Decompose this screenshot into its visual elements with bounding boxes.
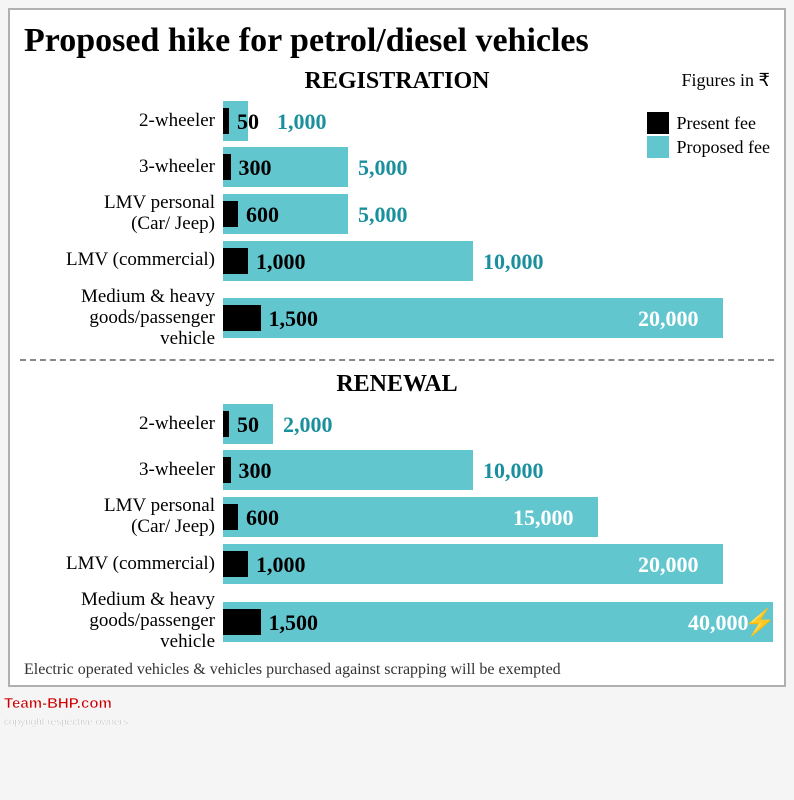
chart-row: 2-wheeler 50 1,000: [20, 101, 774, 141]
main-title: Proposed hike for petrol/diesel vehicles: [24, 22, 774, 60]
bar-present: [223, 108, 229, 134]
value-present: 50: [237, 109, 259, 135]
section-heading: RENEWAL: [20, 371, 774, 398]
value-present: 1,000: [256, 249, 306, 275]
chart-row: LMV (commercial) 1,000 20,000: [20, 544, 774, 584]
category-label: LMV (commercial): [20, 250, 223, 271]
bars-cell: 300 5,000: [223, 147, 774, 187]
value-proposed: 5,000: [358, 155, 408, 181]
chart-row: LMV personal(Car/ Jeep) 600 5,000: [20, 193, 774, 235]
watermark-sub: copyright respective owners: [4, 717, 128, 728]
category-label: Medium & heavygoods/passengervehicle: [20, 590, 223, 653]
chart-row: LMV personal(Car/ Jeep) 600 15,000: [20, 496, 774, 538]
bars-cell: 50 2,000: [223, 404, 774, 444]
bar-present: [223, 305, 261, 331]
category-label: LMV personal(Car/ Jeep): [20, 193, 223, 235]
value-present: 600: [246, 505, 279, 531]
bar-present: [223, 411, 229, 437]
value-proposed: 15,000: [513, 505, 574, 531]
section-divider: [20, 359, 774, 361]
bar-proposed: [223, 194, 348, 234]
category-label: 3-wheeler: [20, 157, 223, 178]
bars-cell: 300 10,000: [223, 450, 774, 490]
sections-container: Present feeProposed feeREGISTRATIONFigur…: [20, 68, 774, 653]
figures-note: Figures in ₹: [682, 70, 770, 91]
category-label: LMV personal(Car/ Jeep): [20, 496, 223, 538]
bars-cell: 1,500 20,000: [223, 298, 774, 338]
bar-present: [223, 504, 238, 530]
value-present: 600: [246, 202, 279, 228]
bar-present: [223, 201, 238, 227]
bar-present: [223, 551, 248, 577]
bar-present: [223, 248, 248, 274]
watermark-text: Team-BHP.com: [4, 695, 112, 712]
bars-cell: 1,000 20,000: [223, 544, 774, 584]
category-label: 2-wheeler: [20, 111, 223, 132]
bars-cell: 600 5,000: [223, 194, 774, 234]
value-proposed: 1,000: [277, 109, 327, 135]
watermark: Team-BHP.com copyright respective owners: [4, 695, 794, 729]
category-label: LMV (commercial): [20, 554, 223, 575]
category-label: 2-wheeler: [20, 414, 223, 435]
chart-section: Present feeProposed feeREGISTRATIONFigur…: [20, 68, 774, 349]
bar-present: [223, 154, 231, 180]
value-proposed: 40,000: [688, 610, 749, 636]
bars-cell: 1,500 40,000⚡: [223, 602, 774, 642]
value-proposed: 20,000: [638, 306, 699, 332]
footer-note: Electric operated vehicles & vehicles pu…: [20, 661, 774, 679]
value-proposed: 5,000: [358, 202, 408, 228]
chart-section: RENEWAL 2-wheeler 50 2,000 3-wheeler 300 10,00…: [20, 371, 774, 652]
chart-row: Medium & heavygoods/passengervehicle1,50…: [20, 590, 774, 653]
category-label: 3-wheeler: [20, 460, 223, 481]
value-present: 300: [239, 458, 272, 484]
value-proposed: 10,000: [483, 249, 544, 275]
value-present: 300: [239, 155, 272, 181]
chart-row: 3-wheeler 300 10,000: [20, 450, 774, 490]
chart-row: 3-wheeler 300 5,000: [20, 147, 774, 187]
value-present: 50: [237, 412, 259, 438]
value-present: 1,500: [269, 306, 319, 332]
chart-row: Medium & heavygoods/passengervehicle1,50…: [20, 287, 774, 350]
value-present: 1,500: [269, 610, 319, 636]
value-proposed: 10,000: [483, 458, 544, 484]
axis-break-icon: ⚡: [744, 608, 776, 638]
bar-present: [223, 609, 261, 635]
value-proposed: 2,000: [283, 412, 333, 438]
category-label: Medium & heavygoods/passengervehicle: [20, 287, 223, 350]
chart-row: 2-wheeler 50 2,000: [20, 404, 774, 444]
infographic-card: Proposed hike for petrol/diesel vehicles…: [8, 8, 786, 687]
value-present: 1,000: [256, 552, 306, 578]
bars-cell: 600 15,000: [223, 497, 774, 537]
chart-row: LMV (commercial) 1,000 10,000: [20, 241, 774, 281]
bar-present: [223, 457, 231, 483]
section-heading: REGISTRATIONFigures in ₹: [20, 68, 774, 95]
bars-cell: 1,000 10,000: [223, 241, 774, 281]
value-proposed: 20,000: [638, 552, 699, 578]
bars-cell: 50 1,000: [223, 101, 774, 141]
